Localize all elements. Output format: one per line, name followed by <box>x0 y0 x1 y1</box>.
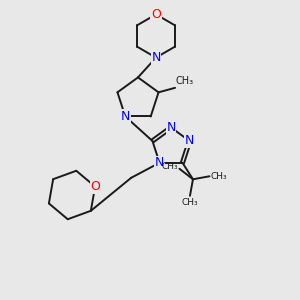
Text: O: O <box>151 8 161 21</box>
Text: N: N <box>151 51 161 64</box>
Text: O: O <box>90 180 100 193</box>
Text: N: N <box>121 110 130 123</box>
Text: N: N <box>155 156 164 169</box>
Text: CH₃: CH₃ <box>176 76 194 86</box>
Text: N: N <box>185 134 194 148</box>
Text: CH₃: CH₃ <box>161 162 178 171</box>
Text: CH₃: CH₃ <box>182 198 198 207</box>
Text: CH₃: CH₃ <box>210 172 227 181</box>
Text: N: N <box>166 121 176 134</box>
